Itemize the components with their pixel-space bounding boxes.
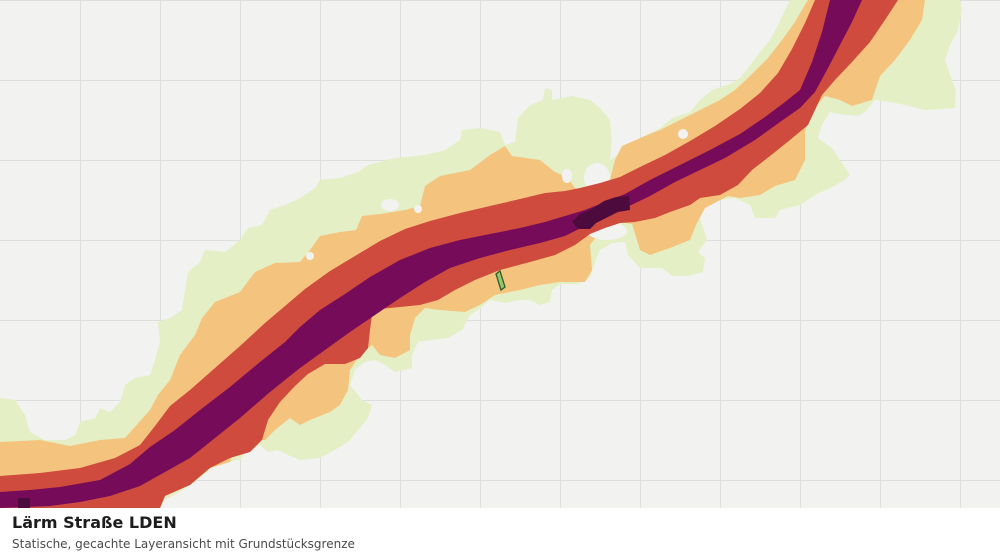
map-gap [414,205,422,213]
layer-subtitle: Statische, gecachte Layeransicht mit Gru… [12,537,355,551]
noise-zone-very-high [0,0,862,508]
layer-title: Lärm Straße LDEN [12,513,177,532]
parcel-boundary[interactable] [495,269,506,292]
map-gap [678,129,688,139]
noise-zone-peak [18,196,630,508]
map-gap [306,252,314,260]
map-gap [381,199,399,211]
map-gap [562,169,572,183]
map-canvas[interactable] [0,0,1000,508]
noise-zone-peak-area [18,498,30,508]
caption-panel: Lärm Straße LDEN Statische, gecachte Lay… [0,508,1000,560]
noise-zone-peak-area [572,196,630,229]
